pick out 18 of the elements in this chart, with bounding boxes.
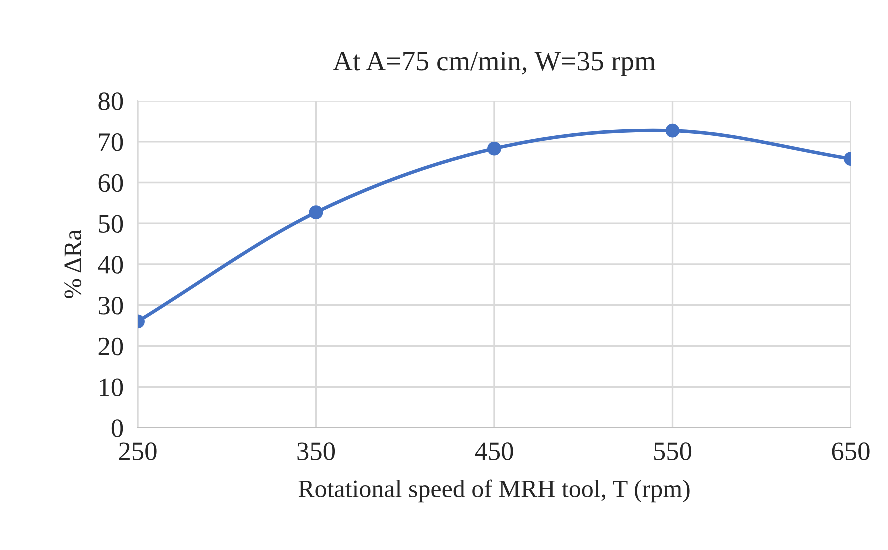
y-tick-label: 50 xyxy=(99,215,124,234)
x-tick-label: 350 xyxy=(298,442,336,460)
y-tick-label: 60 xyxy=(98,174,124,192)
y-tick-label: 20 xyxy=(98,338,124,356)
y-tick-label: 30 xyxy=(98,296,124,315)
y-tick-label: 0 xyxy=(112,420,124,438)
x-tick-label: 550 xyxy=(654,442,692,460)
y-tick-label: 10 xyxy=(100,378,124,397)
y-tick-label: 40 xyxy=(98,256,124,274)
y-axis-title: % ΔRa xyxy=(64,230,82,298)
y-tick-label: 80 xyxy=(98,92,124,110)
x-tick-label: 650 xyxy=(832,442,870,460)
point xyxy=(488,142,502,156)
chart-title: At A=75 cm/min, W=35 rpm xyxy=(333,52,656,76)
x-tick-label: 250 xyxy=(119,442,157,460)
y-tick-label: 70 xyxy=(99,133,124,152)
x-axis-title: Rotational speed of MRH tool, T (rpm) xyxy=(298,480,690,503)
x-tick-label: 450 xyxy=(475,442,514,460)
